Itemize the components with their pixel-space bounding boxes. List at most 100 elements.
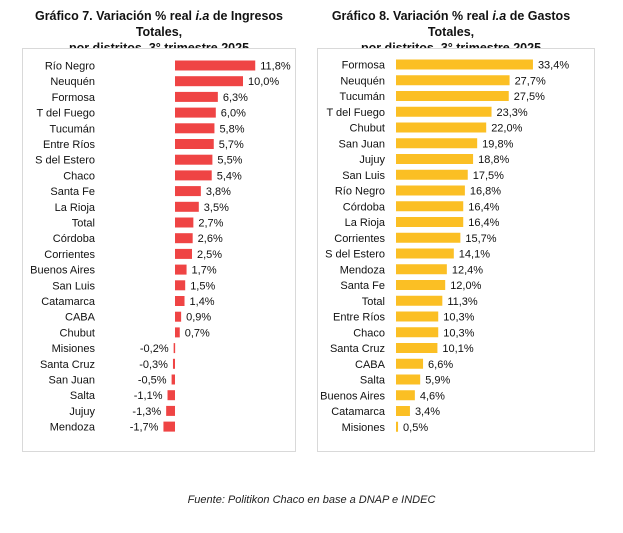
data-label: 12,0%	[450, 280, 481, 292]
bar	[175, 139, 214, 149]
bar	[396, 280, 446, 290]
source-note: Fuente: Politikon Chaco en base a DNAP e…	[187, 494, 436, 506]
category-label: La Rioja	[345, 217, 386, 229]
bar	[396, 201, 464, 212]
category-label: Formosa	[52, 92, 96, 104]
category-label: Mendoza	[340, 264, 386, 276]
bar	[172, 358, 175, 369]
bar	[396, 106, 492, 117]
category-label: Entre Ríos	[333, 312, 385, 324]
data-label: 3,5%	[204, 202, 229, 214]
bar	[175, 91, 218, 102]
data-label: 27,5%	[514, 91, 545, 103]
data-label: 19,8%	[482, 138, 513, 150]
category-label: San Juan	[49, 375, 95, 387]
data-label: 33,4%	[538, 60, 569, 72]
bar	[396, 327, 439, 338]
category-label: CABA	[65, 312, 96, 324]
title-italic: i.a	[492, 9, 507, 23]
bar	[175, 311, 182, 322]
title-suffix: de Ingresos Totales,	[135, 9, 284, 39]
bar	[173, 343, 176, 354]
data-label: 2,7%	[198, 218, 223, 230]
data-label: 5,9%	[425, 375, 450, 387]
data-label: 22,0%	[491, 123, 522, 135]
category-label: Total	[362, 296, 385, 308]
bar	[396, 138, 478, 149]
category-label: Corrientes	[44, 249, 95, 261]
category-label: San Juan	[339, 138, 385, 150]
bar	[396, 232, 461, 243]
data-label: 11,8%	[260, 61, 291, 73]
bar	[396, 421, 399, 432]
category-label: Mendoza	[50, 422, 96, 434]
bar	[175, 154, 213, 165]
bar	[396, 311, 439, 322]
category-label: Catamarca	[331, 406, 386, 418]
data-label: 1,7%	[192, 265, 217, 277]
data-label: 1,5%	[190, 280, 215, 292]
data-label: 2,6%	[198, 233, 223, 245]
bar	[171, 374, 175, 385]
bar	[396, 91, 509, 101]
data-label: 2,5%	[197, 249, 222, 261]
bar	[396, 374, 421, 385]
bar	[175, 217, 194, 228]
category-label: Neuquén	[50, 76, 95, 88]
bar	[166, 405, 175, 416]
category-label: Jujuy	[69, 406, 95, 418]
data-label: 27,7%	[515, 75, 546, 87]
bar	[175, 107, 216, 118]
category-label: Río Negro	[335, 186, 385, 198]
data-label: 16,4%	[468, 201, 499, 213]
data-label: 16,4%	[468, 217, 499, 229]
category-label: San Luis	[52, 280, 95, 292]
data-label: 11,3%	[447, 296, 478, 308]
category-label: Jujuy	[359, 154, 385, 166]
data-label: 3,8%	[206, 186, 231, 198]
category-label: S del Estero	[325, 249, 385, 261]
category-label: Tucumán	[50, 123, 95, 135]
category-label: Entre Ríos	[43, 139, 95, 151]
bar	[175, 123, 215, 134]
category-label: S del Estero	[35, 155, 95, 167]
data-label: 15,7%	[465, 233, 496, 245]
data-label: 10,1%	[442, 343, 473, 355]
chart-panel-gastos: Formosa 33,4% Neuquén 27,7% Tucumán 27,5% T de…	[317, 48, 595, 452]
data-label: -1,3%	[132, 406, 161, 418]
data-label: -0,3%	[139, 359, 168, 371]
bar	[396, 390, 415, 401]
category-label: Formosa	[342, 60, 386, 72]
data-label: 1,4%	[190, 296, 215, 308]
data-label: -0,5%	[138, 375, 167, 387]
data-label: 6,6%	[428, 359, 453, 371]
category-label: Buenos Aires	[320, 390, 385, 402]
category-label: Salta	[360, 375, 386, 387]
data-label: 16,8%	[470, 186, 501, 198]
chart-gastos: Formosa 33,4% Neuquén 27,7% Tucumán 27,5% T de…	[320, 59, 569, 434]
bar	[175, 296, 185, 306]
bar	[396, 75, 510, 86]
data-label: 4,6%	[420, 390, 445, 402]
category-label: La Rioja	[55, 202, 96, 214]
category-label: Chaco	[353, 327, 385, 339]
bar	[396, 217, 464, 227]
category-label: Catamarca	[41, 296, 96, 308]
data-label: -0,2%	[140, 343, 169, 355]
category-label: Santa Fe	[50, 186, 95, 198]
bar	[175, 201, 199, 212]
title-prefix: Gráfico 8. Variación % real	[331, 9, 493, 23]
category-label: Salta	[70, 390, 96, 402]
data-label: 5,5%	[217, 155, 242, 167]
bar	[396, 295, 443, 306]
bar	[396, 122, 487, 133]
bar	[175, 76, 243, 87]
data-label: 10,0%	[248, 76, 279, 88]
category-label: T del Fuego	[36, 108, 95, 120]
bar	[396, 358, 424, 369]
data-label: 12,4%	[452, 264, 483, 276]
bar	[163, 421, 175, 432]
category-label: Misiones	[342, 422, 386, 434]
title-italic: i.a	[195, 9, 210, 23]
data-label: 0,7%	[185, 327, 210, 339]
